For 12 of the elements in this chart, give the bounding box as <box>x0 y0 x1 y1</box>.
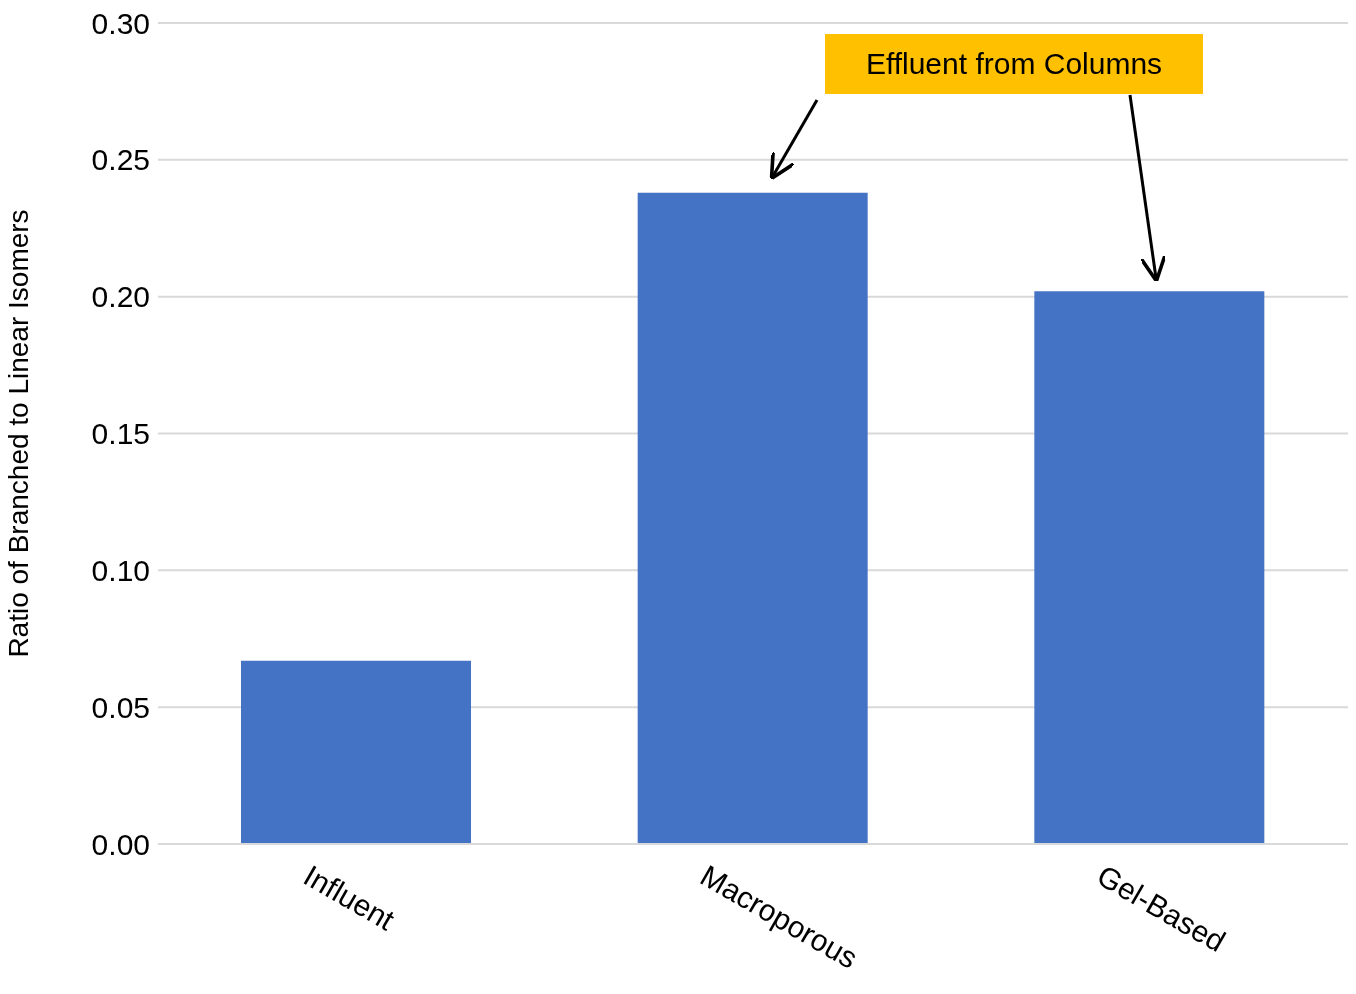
y-tick-label: 0.15 <box>91 417 150 451</box>
y-tick-label: 0.30 <box>91 6 150 40</box>
bar <box>241 660 471 844</box>
y-tick-label: 0.25 <box>91 143 150 177</box>
y-tick-label: 0.20 <box>91 280 150 314</box>
bar <box>1034 291 1265 844</box>
y-tick-label: 0.10 <box>91 553 150 587</box>
y-axis-title: Ratio of Branched to Linear Isomers <box>2 209 34 658</box>
annotation: Effluent from Columns <box>865 47 1163 81</box>
bar <box>637 192 868 844</box>
y-tick-label: 0.05 <box>91 690 150 724</box>
y-tick-label: 0.00 <box>91 827 150 861</box>
